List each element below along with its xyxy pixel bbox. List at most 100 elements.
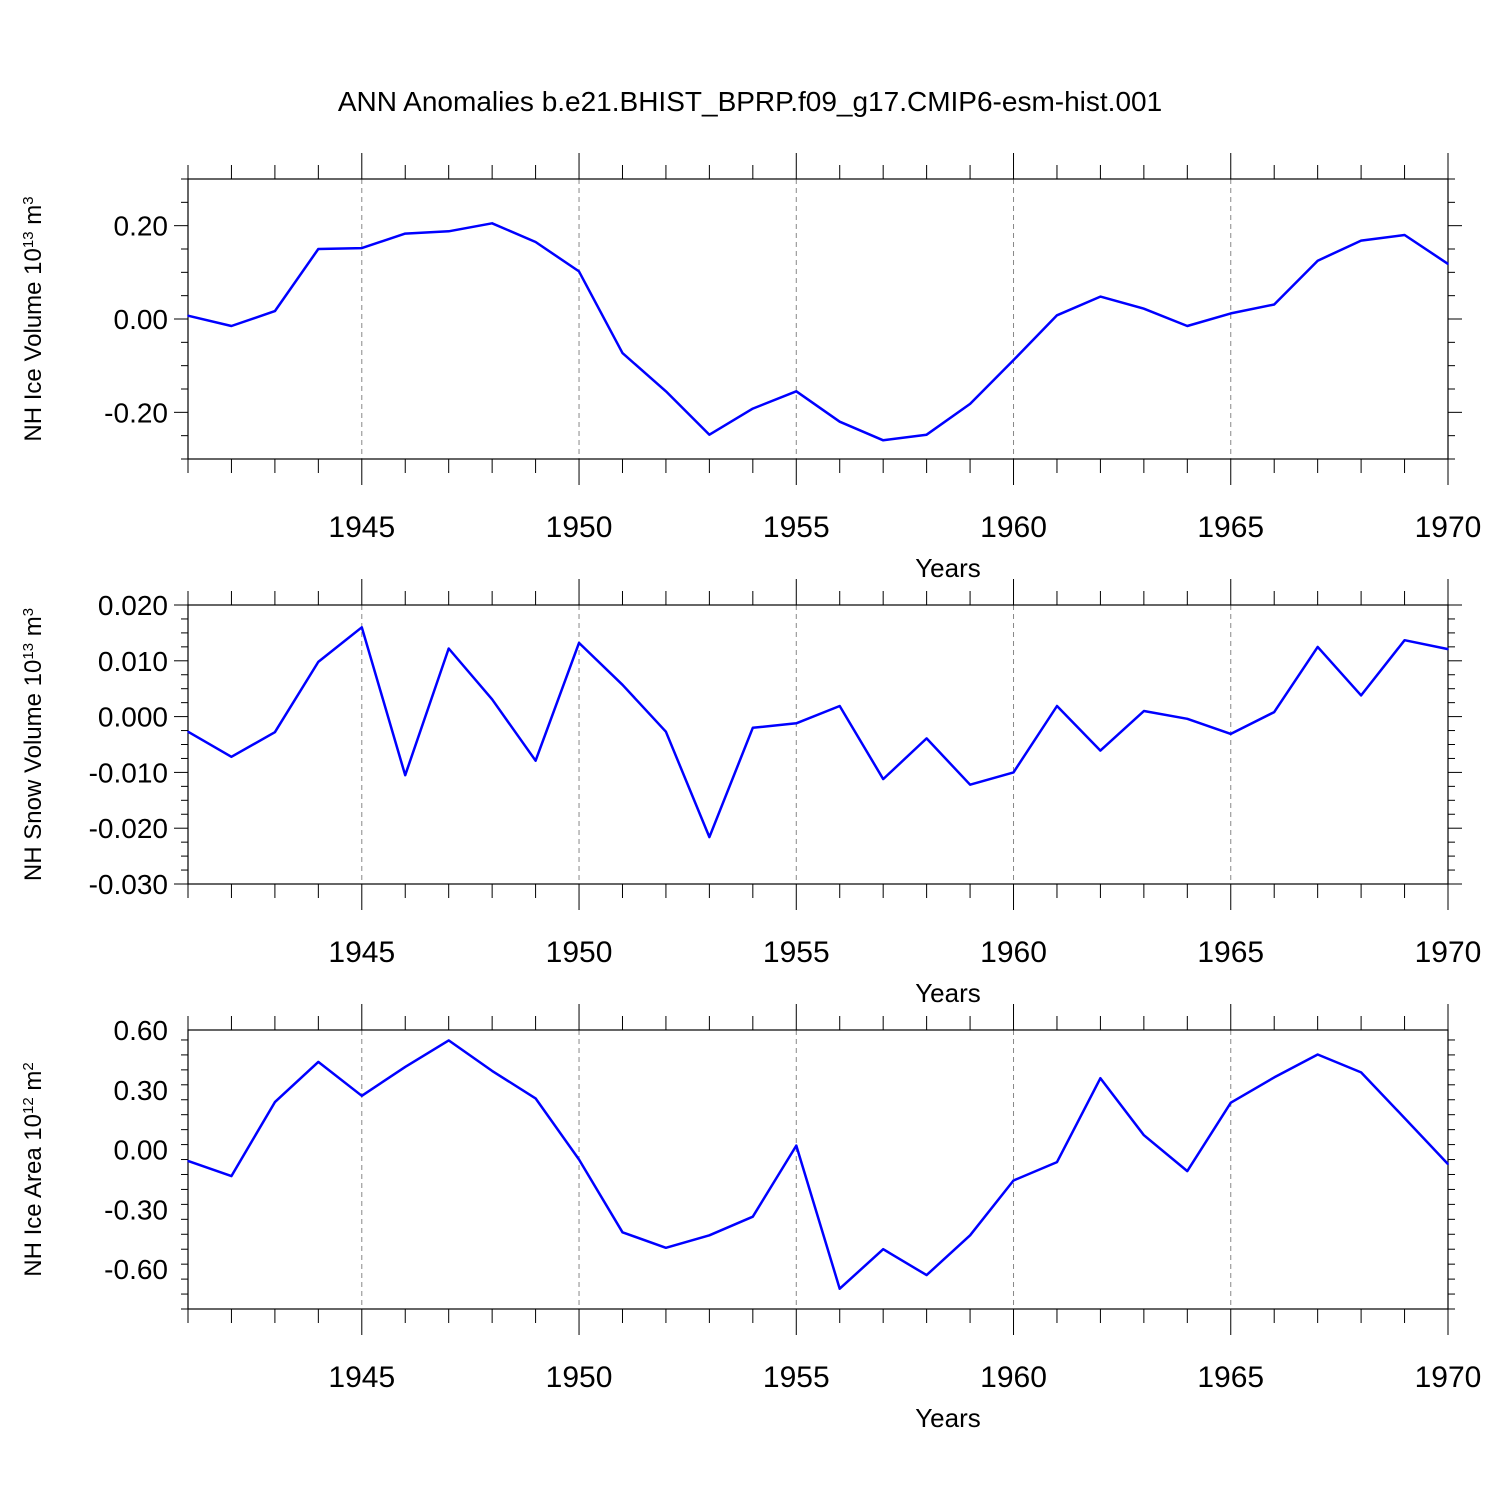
data-point [360, 247, 363, 249]
data-point [1186, 325, 1189, 327]
data-point [795, 722, 798, 725]
data-point [708, 1234, 711, 1237]
data-point [1143, 710, 1145, 712]
data-point [534, 759, 537, 762]
data-point [969, 1234, 971, 1237]
data-point [404, 232, 407, 235]
data-point [752, 726, 754, 729]
data-point [1056, 314, 1058, 317]
y-axis-label-superscript: 13 [20, 643, 37, 660]
data-point [360, 626, 363, 629]
x-tick-label: 1960 [980, 511, 1047, 544]
data-point [447, 230, 450, 233]
data-point [1056, 705, 1058, 707]
data-point [1273, 711, 1276, 713]
data-point [925, 433, 928, 436]
y-tick-label: 0.00 [114, 304, 169, 335]
y-axis-label-superscript: 12 [20, 1097, 37, 1114]
data-point [1012, 359, 1015, 361]
y-axis-label-superscript: 2 [20, 1062, 37, 1070]
data-point [534, 1097, 537, 1100]
data-point [621, 352, 624, 354]
y-tick-label: 0.010 [98, 646, 168, 677]
y-axis-label-superscript: 3 [20, 608, 37, 616]
y-tick-label: 0.20 [114, 211, 169, 242]
data-point [360, 1094, 363, 1097]
data-point [230, 755, 233, 758]
x-tick-label: 1955 [763, 1361, 830, 1394]
data-point [1229, 1101, 1232, 1104]
x-tick-label: 1960 [980, 936, 1047, 969]
x-tick-label: 1965 [1197, 511, 1264, 544]
x-tick-label: 1950 [546, 511, 613, 544]
data-point [665, 390, 667, 393]
y-axis-label: NH Ice Volume 1013 m3 [20, 196, 47, 441]
x-axis-label: Years [915, 1403, 981, 1433]
data-point [274, 310, 276, 312]
chart-panel-1: -0.20 0.00 0.20 1945 1950 1955 1960 1965 1970 Yea… [20, 153, 1482, 583]
y-axis-label-part: NH Snow Volume 10 [20, 660, 47, 881]
y-axis-label-part: m [20, 1071, 47, 1098]
data-point [1403, 234, 1406, 236]
data-point [708, 433, 711, 436]
x-tick-label: 1950 [546, 936, 613, 969]
y-tick-label: -0.60 [104, 1254, 168, 1285]
y-axis-label-part: NH Ice Area 10 [20, 1114, 47, 1277]
data-point [1099, 295, 1102, 298]
y-tick-label: 0.000 [98, 702, 168, 733]
x-axis-label: Years [915, 978, 981, 1008]
data-point [578, 642, 580, 644]
x-tick-label: 1955 [763, 511, 830, 544]
data-point [317, 248, 320, 250]
data-point [317, 1061, 320, 1063]
x-tick-label: 1965 [1197, 936, 1264, 969]
data-point [1056, 1161, 1058, 1163]
data-point [187, 730, 189, 733]
y-tick-label: 0.00 [114, 1135, 169, 1166]
y-axis-label-superscript: 3 [20, 196, 37, 204]
y-axis-label-part: m [20, 205, 47, 232]
data-point [447, 1039, 450, 1042]
data-point [1229, 733, 1232, 735]
data-point [925, 1274, 928, 1276]
series-line [187, 222, 1449, 442]
data-point [491, 698, 493, 701]
data-point [1186, 1170, 1189, 1172]
data-point [1099, 749, 1102, 752]
data-point [274, 1101, 276, 1103]
data-point [1403, 639, 1406, 641]
y-tick-label: -0.020 [89, 813, 168, 844]
data-point [1273, 1076, 1276, 1079]
y-axis-label-part: NH Ice Volume 10 [20, 248, 47, 441]
data-point [1012, 1179, 1015, 1182]
data-point [1316, 1053, 1319, 1056]
x-tick-label: 1965 [1197, 1361, 1264, 1394]
data-point [1447, 263, 1449, 265]
data-point [447, 647, 450, 650]
data-point [1143, 307, 1145, 310]
x-tick-label: 1960 [980, 1361, 1047, 1394]
x-tick-label: 1945 [328, 511, 395, 544]
series-line [187, 1039, 1449, 1290]
data-point [404, 774, 407, 776]
data-point [621, 683, 624, 686]
data-point [534, 241, 537, 243]
chart-panel-2: -0.030 -0.020 -0.010 0.000 0.010 0.020 1945 195… [20, 579, 1481, 1008]
x-tick-label: 1955 [763, 936, 830, 969]
data-point [317, 661, 320, 663]
y-tick-label: -0.010 [89, 757, 168, 788]
data-point [969, 403, 971, 405]
y-tick-label: -0.030 [89, 869, 168, 900]
data-point [882, 1248, 884, 1251]
y-tick-label: 0.020 [98, 590, 168, 621]
data-point [795, 1144, 798, 1147]
chart-panel-3: -0.60 -0.30 0.00 0.30 0.60 1945 1950 1955 1960 19… [20, 1004, 1481, 1433]
data-point [882, 778, 884, 780]
data-point [708, 836, 711, 838]
data-point [1316, 646, 1319, 648]
y-tick-label: -0.30 [104, 1194, 168, 1225]
data-point [665, 1247, 667, 1249]
data-point [838, 420, 841, 423]
data-point [187, 314, 189, 317]
x-tick-label: 1970 [1415, 511, 1482, 544]
